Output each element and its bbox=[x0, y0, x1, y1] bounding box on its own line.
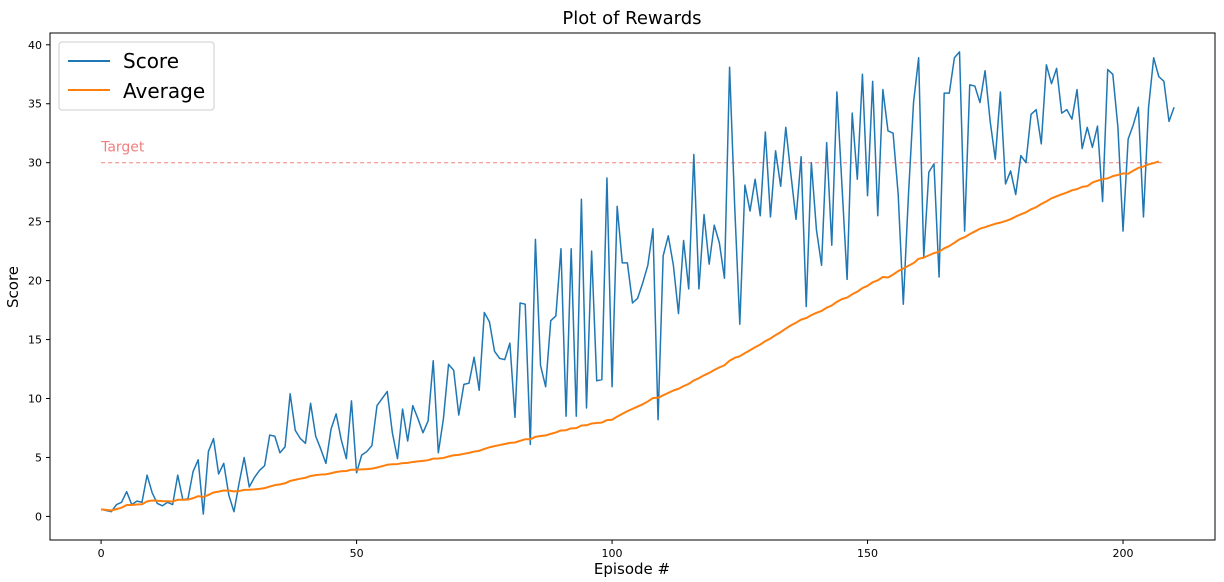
series-line-average bbox=[100, 160, 1160, 512]
y-tick-label: 10 bbox=[28, 393, 42, 406]
y-tick-label: 30 bbox=[28, 157, 42, 170]
legend-box bbox=[58, 41, 215, 111]
y-tick-label: 15 bbox=[28, 334, 42, 347]
legend-label-average: Average bbox=[123, 79, 205, 103]
x-axis-ticks: 0 50 100 150 200 bbox=[98, 540, 1134, 560]
y-axis-ticks: 0 5 10 15 20 25 30 35 40 bbox=[28, 39, 50, 523]
y-tick-label: 40 bbox=[28, 39, 42, 52]
x-axis-label: Episode # bbox=[594, 560, 670, 578]
x-tick-label: 200 bbox=[1113, 547, 1134, 560]
plot-frame bbox=[49, 32, 1216, 541]
x-tick-label: 50 bbox=[350, 547, 364, 560]
y-tick-label: 0 bbox=[35, 510, 42, 523]
y-tick-label: 25 bbox=[28, 216, 42, 229]
target-label: Target bbox=[100, 140, 145, 156]
plot-background bbox=[50, 33, 1215, 540]
y-axis-label: Score bbox=[4, 266, 22, 308]
y-tick-label: 35 bbox=[28, 98, 42, 111]
legend-label-score: Score bbox=[123, 49, 179, 73]
y-tick-label: 5 bbox=[35, 451, 42, 464]
legend: Score Average bbox=[58, 41, 215, 111]
x-tick-label: 100 bbox=[602, 547, 623, 560]
x-tick-label: 150 bbox=[857, 547, 878, 560]
chart-title: Plot of Rewards bbox=[562, 8, 701, 29]
x-tick-label: 0 bbox=[98, 547, 105, 560]
y-tick-label: 20 bbox=[28, 275, 42, 288]
series-line-score bbox=[100, 51, 1175, 515]
